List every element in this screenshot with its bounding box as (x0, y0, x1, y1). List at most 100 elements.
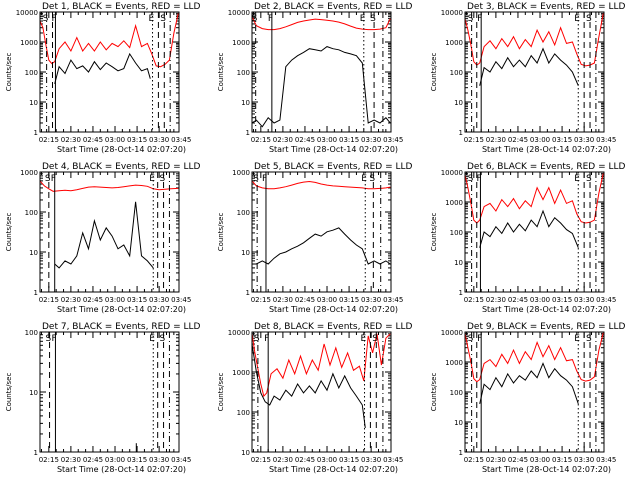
chart-title: Det 9, BLACK = Events, RED = LLD (467, 322, 626, 332)
plot-frame (39, 171, 180, 293)
x-axis-label: Start Time (28-Oct-14 02:07:20) (482, 305, 611, 314)
series-line-events (54, 201, 154, 269)
series-line-lld (252, 333, 391, 398)
y-tick-label: 1 (34, 449, 38, 457)
x-ticks (40, 172, 175, 292)
x-tick-label: 03:45 (383, 136, 403, 144)
y-tick-label: 100 (25, 69, 38, 77)
series-line-lld (252, 16, 391, 31)
series-line-events (252, 227, 391, 265)
chart-title: Det 3, BLACK = Events, RED = LLD (467, 2, 626, 12)
x-ticks (252, 172, 387, 292)
y-axis-label: Counts/sec (430, 213, 438, 252)
y-ticks (465, 171, 604, 293)
x-tick-label: 03:15 (127, 456, 147, 464)
plot-frame (251, 171, 392, 293)
marker-label: E (574, 14, 580, 24)
x-axis-label: Start Time (28-Oct-14 02:07:20) (269, 305, 398, 314)
y-axis-label: Counts/sec (217, 213, 225, 252)
y-tick-label: 1000 (445, 39, 463, 47)
y-tick-label: 10000 (441, 9, 463, 17)
y-tick-label: 10 (241, 449, 250, 457)
y-tick-label: 1 (246, 129, 250, 137)
x-tick-label: 02:45 (295, 136, 315, 144)
chart-title: Det 1, BLACK = Events, RED = LLD (42, 2, 201, 12)
x-tick-label: 02:15 (251, 296, 271, 304)
x-tick-label: 03:45 (171, 456, 191, 464)
x-tick-label: 02:45 (508, 456, 528, 464)
series-line-lld (465, 332, 604, 383)
marker-label: S (43, 14, 49, 24)
y-tick-label: 100 (450, 229, 463, 237)
x-tick-label: 03:45 (171, 296, 191, 304)
y-tick-label: 10000 (228, 329, 250, 337)
marker-label: S (586, 174, 592, 184)
y-axis-label: Counts/sec (430, 373, 438, 412)
x-tick-label: 02:45 (508, 296, 528, 304)
x-ticks (40, 332, 175, 452)
x-tick-label: 03:00 (105, 456, 125, 464)
series-line-events (479, 47, 579, 86)
x-tick-label: 03:45 (383, 296, 403, 304)
chart-panel: Det 9, BLACK = Events, RED = LLD Counts/s… (430, 322, 626, 474)
x-ticks (465, 332, 600, 452)
y-tick-label: 10000 (441, 329, 463, 337)
series-group (465, 13, 604, 86)
y-tick-label: 1 (459, 129, 463, 137)
marker-label: S (468, 334, 474, 344)
x-tick-label: 03:00 (105, 296, 125, 304)
series-line-lld (465, 13, 604, 67)
series-line-events (479, 209, 579, 248)
x-tick-label: 03:15 (552, 456, 572, 464)
x-axis-label: Start Time (28-Oct-14 02:07:20) (57, 465, 186, 474)
x-tick-label: 03:45 (383, 456, 403, 464)
y-tick-label: 1 (459, 449, 463, 457)
x-tick-label: 02:15 (464, 456, 484, 464)
y-tick-label: 100 (25, 329, 38, 337)
series-line-lld (465, 173, 604, 224)
x-tick-label: 03:30 (361, 456, 381, 464)
series-group (252, 333, 391, 428)
marker-label: F (51, 334, 56, 344)
chart-panel: Det 3, BLACK = Events, RED = LLD Counts/s… (430, 2, 626, 154)
chart-panel: Det 2, BLACK = Events, RED = LLD Counts/s… (217, 2, 413, 154)
marker-label: S (586, 14, 592, 24)
y-axis-label: Counts/sec (217, 53, 225, 92)
x-tick-label: 03:15 (127, 296, 147, 304)
y-axis-label: Counts/sec (217, 373, 225, 412)
marker-label: S (370, 14, 376, 24)
y-tick-label: 10000 (228, 9, 250, 17)
marker-label: E (149, 14, 155, 24)
x-tick-label: 03:30 (361, 296, 381, 304)
chart-title: Det 6, BLACK = Events, RED = LLD (467, 162, 626, 172)
x-tick-label: 03:45 (171, 136, 191, 144)
x-tick-label: 03:15 (339, 296, 359, 304)
y-tick-label: 1000 (232, 39, 250, 47)
plot-frame (251, 11, 392, 133)
y-axis-label: Counts/sec (5, 53, 13, 92)
chart-panel: Det 6, BLACK = Events, RED = LLD Counts/s… (430, 162, 626, 314)
y-tick-label: 10 (241, 249, 250, 257)
x-tick-label: 02:45 (83, 456, 103, 464)
y-tick-label: 1000 (232, 169, 250, 177)
x-tick-label: 03:15 (339, 136, 359, 144)
marker-label: F (262, 174, 267, 184)
marker-label: S (468, 174, 474, 184)
marker-label: F (476, 174, 481, 184)
x-tick-label: 02:15 (251, 456, 271, 464)
y-tick-label: 1000 (445, 359, 463, 367)
x-tick-label: 03:45 (596, 136, 616, 144)
chart-title: Det 7, BLACK = Events, RED = LLD (42, 322, 201, 332)
x-tick-label: 03:30 (574, 136, 594, 144)
y-tick-label: 1000 (20, 39, 38, 47)
y-tick-label: 10 (29, 99, 38, 107)
chart-panel: Det 1, BLACK = Events, RED = LLD Counts/s… (5, 2, 201, 154)
x-tick-label: 03:30 (361, 136, 381, 144)
x-ticks (252, 332, 387, 452)
x-tick-label: 03:00 (317, 456, 337, 464)
y-axis-label: Counts/sec (5, 213, 13, 252)
x-axis-label: Start Time (28-Oct-14 02:07:20) (269, 145, 398, 154)
x-tick-label: 03:45 (596, 456, 616, 464)
x-tick-label: 02:45 (295, 296, 315, 304)
